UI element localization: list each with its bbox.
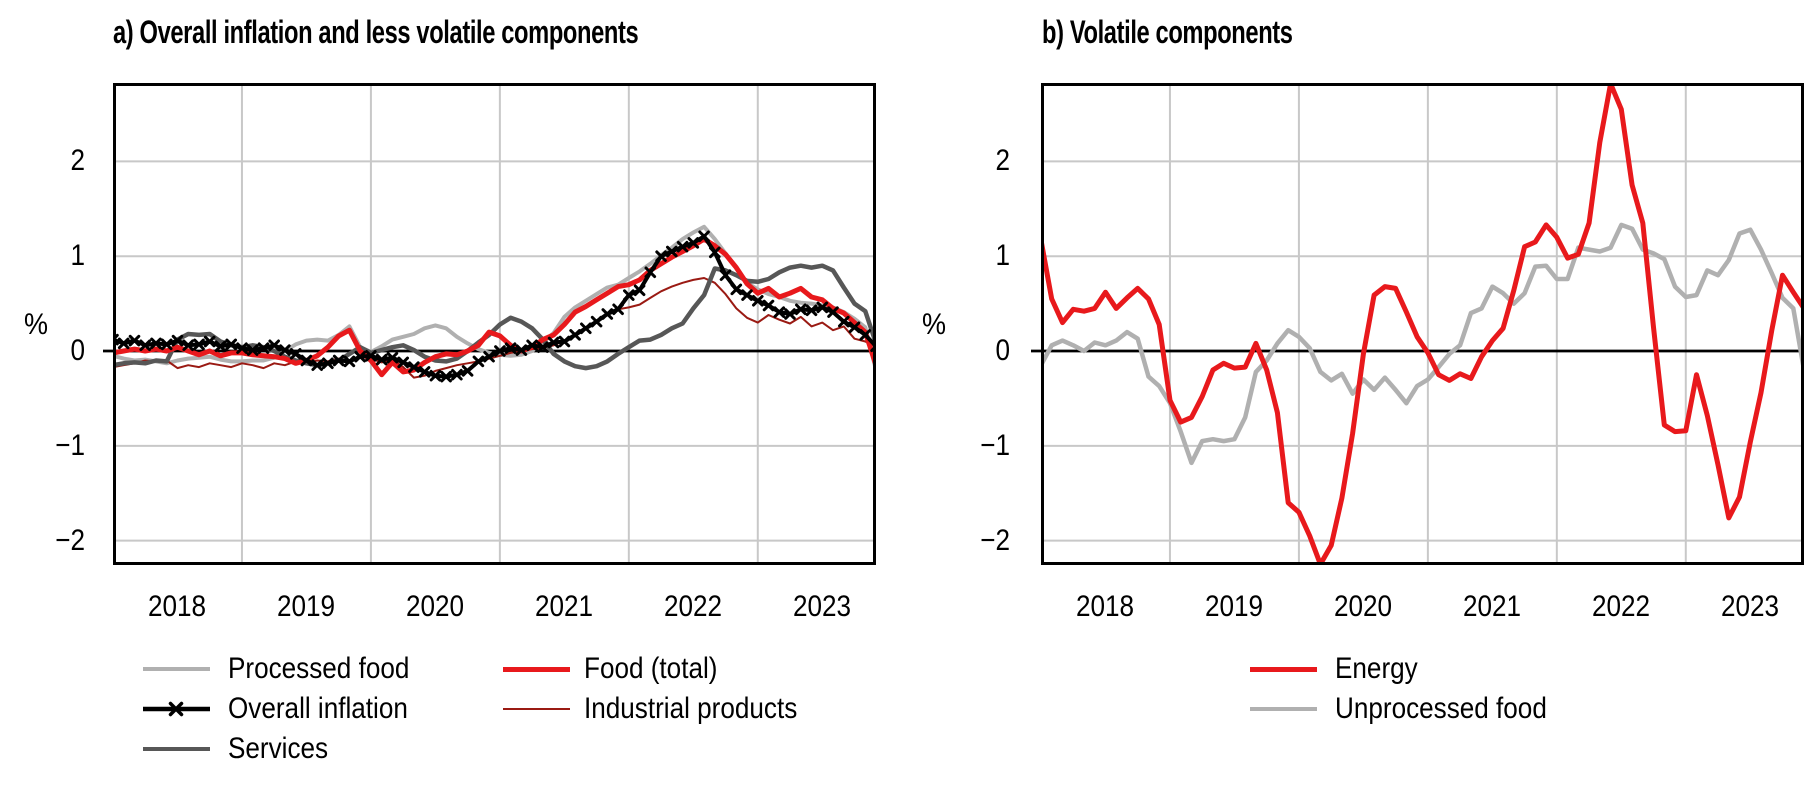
panel-b-x-tick-label: 2018 — [1075, 590, 1135, 623]
unprocessed-food-line-swatch — [1250, 706, 1317, 712]
processed-food-line-swatch — [143, 667, 210, 671]
legend-label-unprocessed-food: Unprocessed food — [1335, 692, 1547, 725]
panel-a-y-tick-label: −1 — [55, 429, 85, 462]
industrial-products-line-swatch — [503, 708, 570, 710]
panel-b-x-tick-label: 2021 — [1462, 590, 1522, 623]
panel-a-chart — [103, 83, 876, 565]
panel-a-x-tick-label: 2019 — [276, 590, 336, 623]
panel-b-chart — [1031, 83, 1804, 565]
panel-a-x-tick-label: 2018 — [147, 590, 207, 623]
panel-a-y-tick-label: 2 — [70, 144, 85, 177]
panel-b-y-axis-unit: % — [922, 308, 947, 341]
energy-line-swatch — [1250, 666, 1317, 672]
legend-label-services: Services — [228, 732, 329, 765]
legend-item-food-total: Food (total) — [503, 652, 737, 686]
panel-a-y-tick-label: −2 — [55, 524, 85, 557]
panel-b-x-tick-label: 2020 — [1333, 590, 1393, 623]
panel-a-y-axis-unit: % — [24, 308, 49, 341]
legend-label-processed-food: Processed food — [228, 652, 410, 685]
panel-b-y-tick-label: −2 — [980, 524, 1010, 557]
overall-inflation-line-swatch — [143, 698, 210, 720]
legend-label-energy: Energy — [1335, 652, 1418, 685]
panel-a-y-tick-label: 1 — [70, 239, 85, 272]
legend-item-unprocessed-food: Unprocessed food — [1250, 692, 1579, 726]
legend-label-food-total: Food (total) — [584, 652, 718, 685]
panel-b-plot-area — [1031, 83, 1804, 565]
panel-a-y-tick-label: 0 — [70, 334, 85, 367]
panel-a-plot-area — [103, 83, 876, 565]
panel-a-x-tick-label: 2020 — [405, 590, 465, 623]
legend-item-overall-inflation: Overall inflation — [143, 692, 435, 726]
panel-b-x-tick-label: 2022 — [1591, 590, 1651, 623]
panel-b-title: b) Volatile components — [1042, 14, 1293, 50]
food-total-line-swatch — [503, 666, 570, 672]
panel-b-y-tick-label: 0 — [995, 334, 1010, 367]
panel-b-y-tick-label: 1 — [995, 239, 1010, 272]
panel-b-x-tick-label: 2023 — [1720, 590, 1780, 623]
legend-item-services: Services — [143, 732, 343, 766]
panel-a-x-tick-label: 2022 — [663, 590, 723, 623]
panel-a-title: a) Overall inflation and less volatile c… — [113, 14, 639, 50]
panel-a-x-tick-label: 2023 — [792, 590, 852, 623]
panel-a-x-tick-label: 2021 — [534, 590, 594, 623]
services-line-swatch — [143, 746, 210, 752]
legend-item-energy: Energy — [1250, 652, 1430, 686]
panel-b-x-tick-label: 2019 — [1204, 590, 1264, 623]
panel-b-y-tick-label: −1 — [980, 429, 1010, 462]
legend-item-processed-food: Processed food — [143, 652, 436, 686]
legend-label-overall-inflation: Overall inflation — [228, 692, 408, 725]
legend-item-industrial-products: Industrial products — [503, 692, 829, 726]
panel-b-y-tick-label: 2 — [995, 144, 1010, 177]
legend-label-industrial-products: Industrial products — [584, 692, 798, 725]
